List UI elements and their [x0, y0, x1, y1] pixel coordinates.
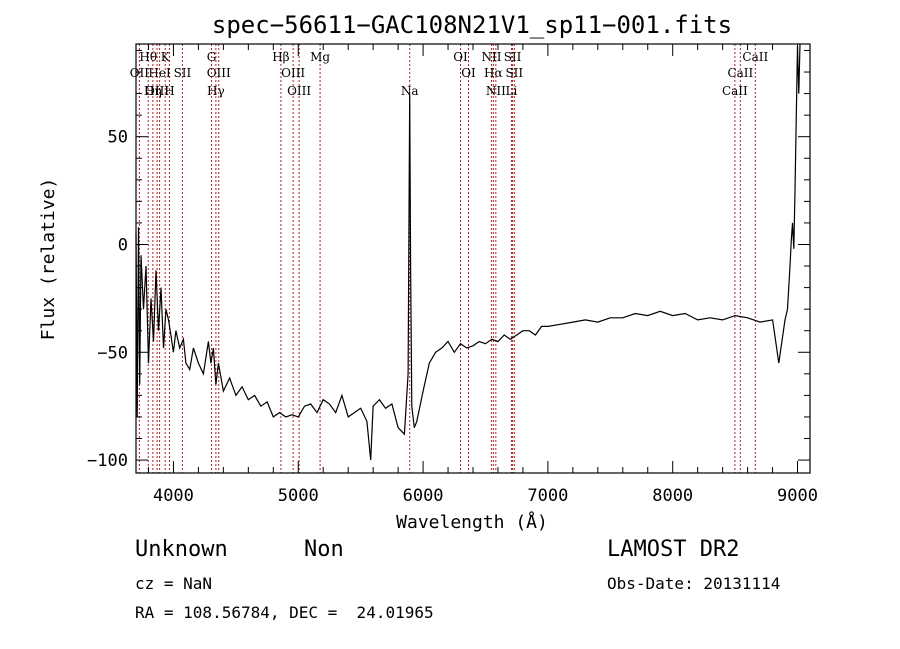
- spectral-line-label: OI: [453, 50, 468, 64]
- spectral-line-label: Hη: [144, 84, 162, 98]
- spectral-line-label: OII: [130, 66, 150, 80]
- spectral-line-label: OIII: [145, 84, 169, 98]
- spectral-line-label: Li: [506, 84, 518, 98]
- spectral-line-label: K: [161, 50, 171, 64]
- spectral-line-label: NII: [486, 84, 506, 98]
- spectral-line-label: SII: [505, 66, 523, 80]
- spectral-line-label: NII: [481, 50, 501, 64]
- spectral-line-label: Hθ: [139, 50, 157, 64]
- coordinates-label: RA = 108.56784, DEC = 24.01965: [135, 603, 434, 622]
- spectral-line-label: OIII: [281, 66, 305, 80]
- y-tick-label: −100: [87, 451, 128, 471]
- spectral-line-label: Na: [401, 84, 419, 98]
- obs-date-label: Obs-Date: 20131114: [607, 574, 781, 593]
- spectral-line-label: HeI: [148, 66, 171, 80]
- x-tick-label: 5000: [278, 486, 319, 506]
- x-tick-label: 8000: [652, 486, 693, 506]
- y-tick-label: −50: [97, 343, 128, 363]
- x-tick-label: 9000: [777, 486, 818, 506]
- spectral-line-label: OI: [461, 66, 476, 80]
- spectral-line-label: H: [164, 84, 174, 98]
- survey-label: LAMOST DR2: [607, 537, 740, 562]
- spectral-line-label: CaII: [727, 66, 753, 80]
- spectral-line-label: OIII: [207, 66, 231, 80]
- spectral-line-label: G: [207, 50, 217, 64]
- y-tick-label: 0: [118, 235, 128, 255]
- spectral-line-label: CaII: [722, 84, 748, 98]
- spectral-line-markers: [138, 44, 756, 473]
- y-tick-label: 50: [108, 128, 128, 148]
- spectral-line-label: Hγ: [207, 84, 225, 98]
- x-tick-label: 6000: [403, 486, 444, 506]
- plot-frame: [135, 43, 811, 474]
- spectral-line-label: SII: [504, 50, 522, 64]
- spectral-line-label: Hα: [484, 66, 503, 80]
- y-axis-label: Flux (relative): [38, 178, 59, 341]
- y-axis-ticks: −100 −50 0 50: [87, 49, 810, 471]
- x-tick-label: 7000: [527, 486, 568, 506]
- x-axis-ticks: 4000 5000 6000 7000 8000 9000: [147, 44, 818, 506]
- chart-title: spec−56611−GAC108N21V1_sp11−001.fits: [212, 11, 732, 39]
- redshift-label: cz = NaN: [135, 574, 213, 593]
- spectral-line-label: SII: [174, 66, 192, 80]
- spectral-line-label: CaII: [742, 50, 768, 64]
- x-tick-label: 4000: [153, 486, 194, 506]
- x-axis-label: Wavelength (Å): [396, 511, 548, 533]
- spectral-line-label: Hβ: [272, 50, 289, 64]
- spectral-line-label: OIII: [287, 84, 311, 98]
- spectral-line-label: Mg: [310, 50, 330, 64]
- subclass-label: Non: [304, 537, 344, 562]
- spectrum-line: [135, 43, 801, 461]
- classification-label: Unknown: [135, 537, 228, 562]
